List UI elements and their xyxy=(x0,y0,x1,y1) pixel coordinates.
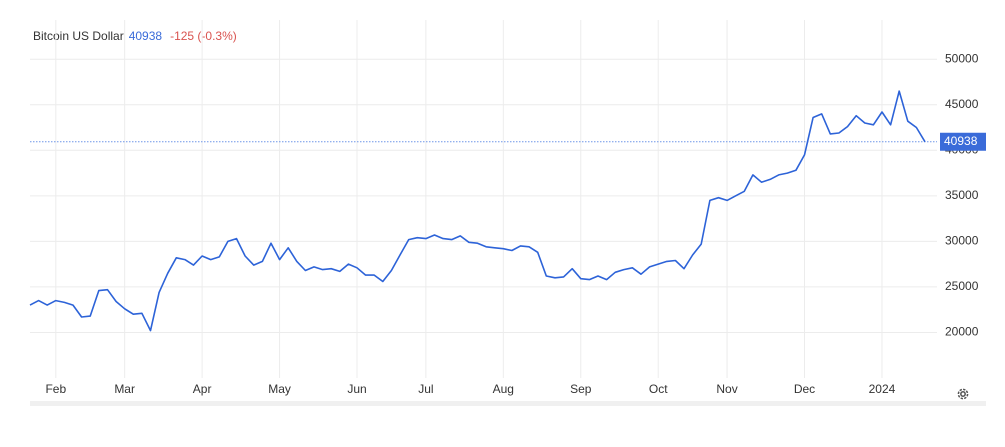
price-change: -125 (-0.3%) xyxy=(170,29,237,43)
y-tick-label: 50000 xyxy=(945,51,979,65)
x-tick-label: Oct xyxy=(649,382,668,396)
x-tick-label: Apr xyxy=(193,382,212,396)
last-value-box xyxy=(940,132,986,151)
x-tick-label: Feb xyxy=(45,382,66,396)
y-tick-label: 20000 xyxy=(945,325,979,339)
x-tick-label: Sep xyxy=(570,382,592,396)
y-tick-label: 30000 xyxy=(945,234,979,248)
x-tick-label: Nov xyxy=(716,382,737,396)
x-tick-label: 2024 xyxy=(869,382,896,396)
x-tick-label: May xyxy=(268,382,291,396)
x-tick-label: Aug xyxy=(493,382,514,396)
last-value-label: 40938 xyxy=(944,134,978,148)
y-tick-label: 25000 xyxy=(945,279,979,293)
last-price: 40938 xyxy=(128,29,163,43)
y-tick-label: 45000 xyxy=(945,97,979,111)
settings-icon[interactable] xyxy=(957,388,969,400)
y-tick-label: 35000 xyxy=(945,188,979,202)
x-tick-label: Jul xyxy=(418,382,433,396)
x-tick-label: Dec xyxy=(794,382,815,396)
price-line xyxy=(29,90,926,332)
x-tick-label: Jun xyxy=(347,382,366,396)
x-tick-label: Mar xyxy=(114,382,135,396)
axis-band xyxy=(30,401,986,406)
